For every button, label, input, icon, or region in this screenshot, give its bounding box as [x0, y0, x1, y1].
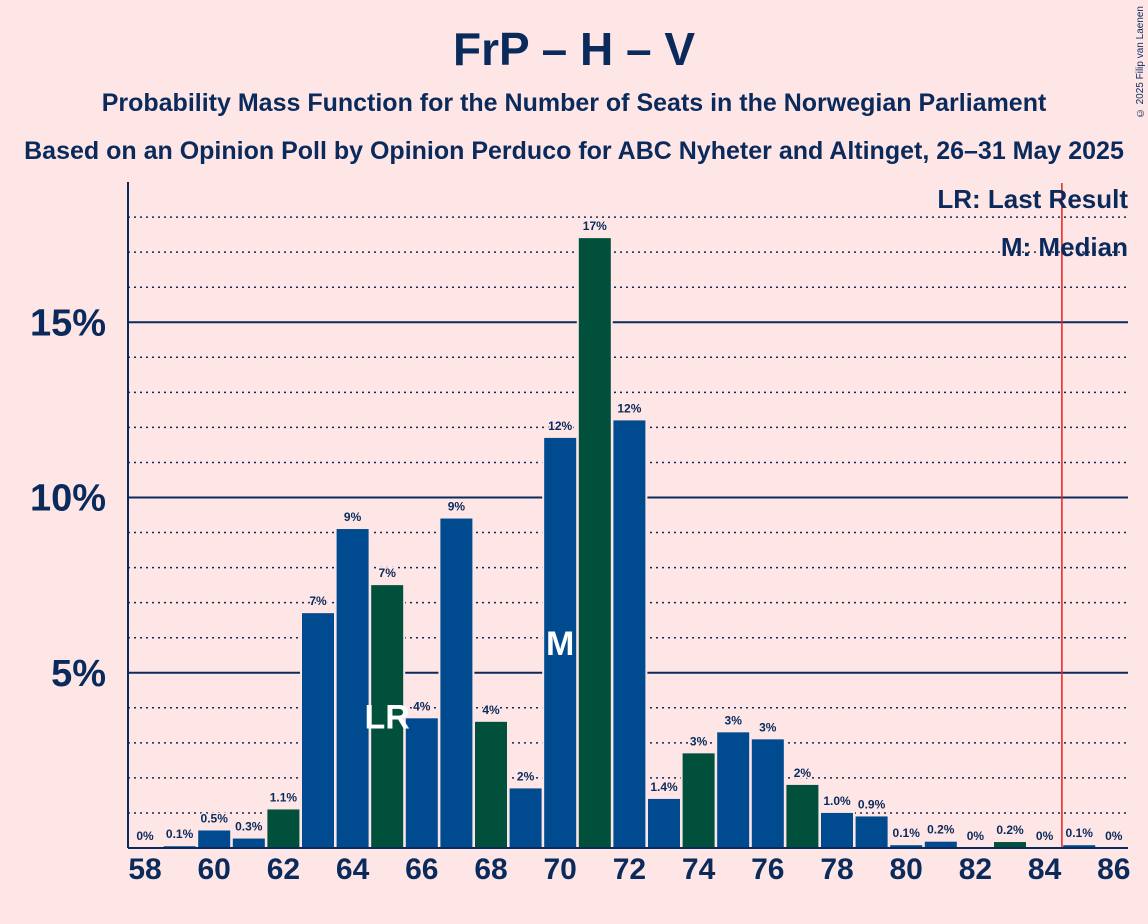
last-result-marker: LR [365, 699, 410, 737]
x-tick-label: 70 [544, 853, 577, 886]
bar-value-label: 3% [759, 720, 777, 734]
bar-seats-77 [786, 784, 819, 848]
bar-value-label: 2% [794, 766, 812, 780]
x-tick-label: 76 [751, 853, 784, 886]
bar-seats-61 [232, 838, 265, 848]
bar-seats-64 [336, 529, 369, 848]
bar-value-label: 0.3% [235, 820, 263, 834]
bar-seats-81 [924, 841, 957, 848]
bar-value-label: 0% [967, 829, 985, 843]
x-tick-label: 66 [405, 853, 438, 886]
bar-value-label: 1.0% [823, 794, 851, 808]
chart-source: Based on an Opinion Poll by Opinion Perd… [24, 137, 1124, 165]
bar-seats-85 [1063, 845, 1096, 848]
bar-seats-69 [509, 788, 542, 848]
median-marker: M [546, 625, 574, 663]
x-tick-label: 60 [198, 853, 231, 886]
bar-seats-80 [890, 845, 923, 848]
bar-seats-79 [855, 816, 888, 848]
bar-value-label: 7% [379, 566, 397, 580]
bar-seats-70 [544, 437, 577, 848]
bar-seats-67 [440, 518, 473, 848]
x-tick-label: 82 [959, 853, 992, 886]
bar-value-label: 9% [344, 510, 362, 524]
bar-value-label: 1.1% [270, 790, 298, 804]
x-tick-label: 68 [474, 853, 507, 886]
bar-value-label: 0.1% [893, 826, 921, 840]
bar-value-label: 3% [725, 713, 743, 727]
bar-value-label: 12% [548, 419, 572, 433]
bar-seats-62 [267, 809, 300, 848]
bar-seats-75 [717, 732, 750, 848]
bar-value-label: 9% [448, 500, 466, 514]
x-tick-label: 72 [613, 853, 646, 886]
bar-value-label: 0.9% [858, 797, 886, 811]
x-tick-label: 58 [128, 853, 161, 886]
bar-value-label: 2% [517, 769, 535, 783]
bar-value-label: 0.2% [927, 823, 955, 837]
chart-title: FrP – H – V [452, 23, 696, 75]
bar-seats-72 [613, 420, 646, 848]
bar-value-label: 4% [413, 699, 431, 713]
x-tick-label: 62 [267, 853, 300, 886]
legend-last-result: LR: Last Result [937, 184, 1128, 214]
bar-value-label: 17% [583, 219, 607, 233]
bar-seats-71 [578, 238, 611, 848]
y-tick-label: 15% [30, 302, 106, 344]
bar-seats-65 [371, 585, 404, 848]
bar-value-label: 1.4% [650, 780, 678, 794]
bar-value-label: 0.2% [996, 823, 1024, 837]
bar-value-label: 0% [136, 829, 154, 843]
bar-value-label: 0.1% [166, 827, 194, 841]
bar-value-label: 0.1% [1066, 826, 1094, 840]
bar-seats-66 [405, 718, 438, 848]
bar-value-label: 3% [690, 734, 708, 748]
bar-seats-60 [198, 830, 231, 848]
bar-value-label: 0% [1105, 829, 1123, 843]
x-tick-label: 78 [820, 853, 853, 886]
x-tick-label: 74 [682, 853, 716, 886]
bar-seats-74 [682, 753, 715, 848]
y-tick-label: 5% [51, 653, 106, 695]
bar-value-label: 0.5% [201, 811, 229, 825]
bar-value-label: 4% [482, 703, 500, 717]
bar-seats-63 [302, 613, 334, 848]
bar-seats-73 [648, 798, 680, 848]
bar-seats-76 [751, 739, 784, 848]
chart-subtitle: Probability Mass Function for the Number… [101, 89, 1047, 117]
bar-seats-68 [475, 721, 507, 848]
x-tick-label: 80 [890, 853, 923, 886]
bar-seats-83 [994, 842, 1026, 848]
y-tick-label: 10% [30, 478, 106, 520]
bar-value-label: 7% [309, 594, 327, 608]
x-tick-label: 86 [1097, 853, 1130, 886]
x-tick-label: 64 [336, 853, 370, 886]
bar-seats-78 [821, 812, 853, 848]
bar-value-label: 0% [1036, 829, 1054, 843]
bar-halo [161, 844, 198, 848]
x-tick-label: 84 [1028, 853, 1062, 886]
legend-median: M: Median [1000, 232, 1128, 262]
bar-value-label: 12% [617, 401, 641, 415]
